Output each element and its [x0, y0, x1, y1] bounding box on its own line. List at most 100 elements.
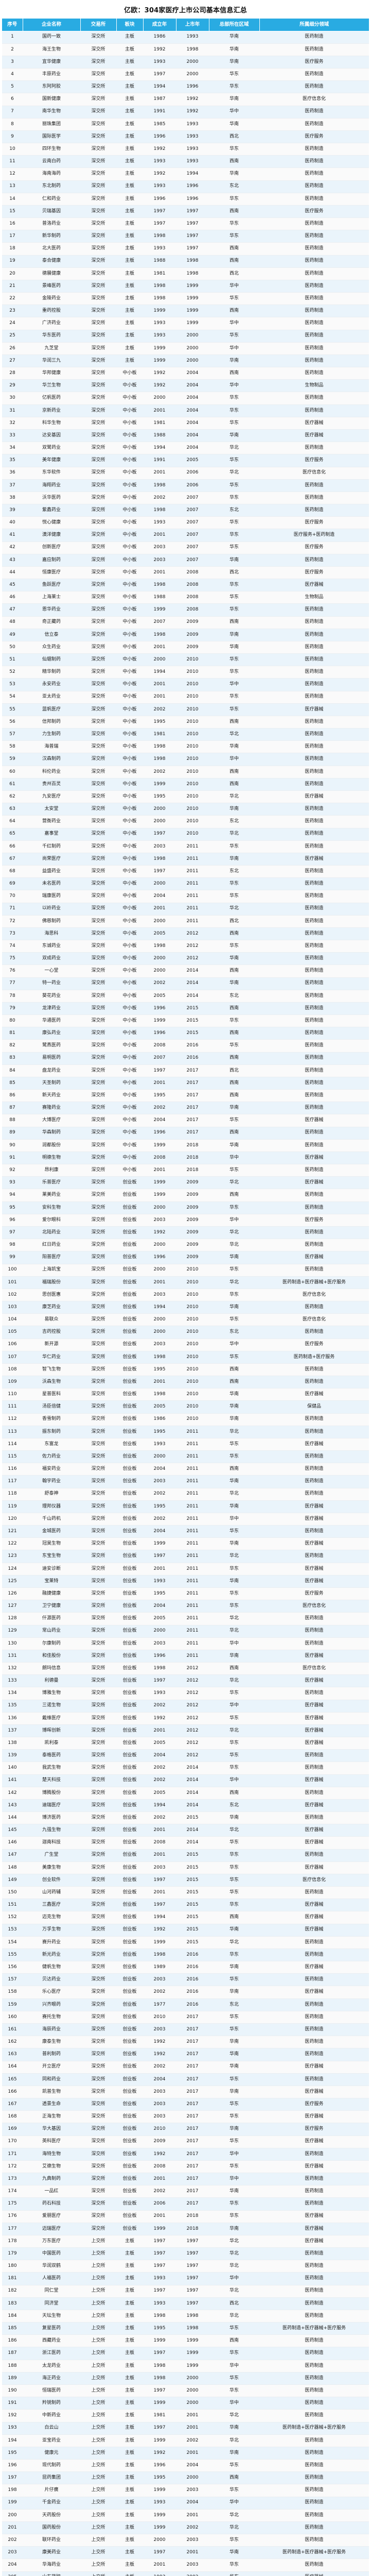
table-row: 24 广济药业 深交所 主板 1993 1999 华中 医药制造 — [2, 317, 369, 330]
col-header-sector: 所属细分领域 — [259, 19, 369, 31]
cell-listed: 2009 — [176, 1189, 209, 1202]
cell-sector: 医药制造 — [259, 1101, 369, 1115]
cell-index: 73 — [2, 927, 23, 941]
cell-sector: 医疗器械 — [259, 1563, 369, 1575]
cell-index: 105 — [2, 1326, 23, 1339]
cell-region: 西南 — [209, 1662, 259, 1675]
cell-index: 113 — [2, 1426, 23, 1438]
table-row: 2 海王生物 深交所 主板 1992 1998 华南 医药制造 — [2, 43, 369, 56]
cell-founded: 2010 — [143, 2123, 176, 2136]
cell-sector: 医药制造 — [259, 1164, 369, 1177]
cell-company: 艾德生物 — [23, 2160, 80, 2174]
cell-board: 主板 — [116, 80, 143, 94]
table-row: 182 同仁堂 上交所 主板 1997 1997 华北 医药制造 — [2, 2285, 369, 2298]
cell-sector: 医疗器械 — [259, 1513, 369, 1526]
cell-region: 华东 — [209, 2110, 259, 2124]
cell-exchange: 深交所 — [80, 1114, 116, 1127]
table-row: 85 天圣制药 深交所 中小板 2001 2017 西南 医药制造 — [2, 1077, 369, 1090]
cell-exchange: 深交所 — [80, 2173, 116, 2186]
table-row: 110 星普医科 深交所 创业板 1998 2010 华南 医疗器械 — [2, 1388, 369, 1401]
cell-listed: 2012 — [176, 1749, 209, 1762]
cell-listed: 1999 — [176, 292, 209, 306]
table-row: 7 南华生物 深交所 主板 1991 1992 华中 医药制造 — [2, 106, 369, 118]
cell-board: 创业板 — [116, 1687, 143, 1700]
cell-index: 38 — [2, 492, 23, 505]
cell-company: 信邦制药 — [23, 716, 80, 729]
cell-index: 169 — [2, 2123, 23, 2136]
cell-index: 166 — [2, 2086, 23, 2099]
cell-founded: 2002 — [143, 1513, 176, 1526]
cell-index: 22 — [2, 292, 23, 306]
cell-listed: 2001 — [176, 2546, 209, 2560]
cell-exchange: 深交所 — [80, 280, 116, 293]
cell-region: 华东 — [209, 1289, 259, 1302]
cell-sector: 医药制造 — [259, 2247, 369, 2261]
cell-region: 华中 — [209, 2272, 259, 2285]
cell-listed: 2011 — [176, 1525, 209, 1538]
cell-board: 中小板 — [116, 579, 143, 592]
cell-sector: 医药制造 — [259, 2310, 369, 2323]
cell-board: 创业板 — [116, 1400, 143, 1414]
cell-sector: 医疗器械 — [259, 853, 369, 866]
cell-sector: 医药制造 — [259, 1127, 369, 1140]
cell-sector: 医疗器械 — [259, 1737, 369, 1750]
table-row: 61 贵州百灵 深交所 中小板 1999 2010 西南 医药制造 — [2, 778, 369, 791]
cell-founded: 1997 — [143, 217, 176, 231]
cell-listed: 2009 — [176, 1176, 209, 1190]
cell-index: 61 — [2, 778, 23, 791]
cell-listed: 2012 — [176, 940, 209, 953]
cell-company: 东阿阿胶 — [23, 80, 80, 94]
cell-founded: 1996 — [143, 1002, 176, 1015]
cell-index: 150 — [2, 1886, 23, 1900]
cell-sector: 医疗器械 — [259, 1251, 369, 1264]
cell-listed: 2011 — [176, 1475, 209, 1488]
table-row: 119 理邦仪器 深交所 创业板 1995 2011 华南 医疗器械 — [2, 1500, 369, 1513]
cell-listed: 1997 — [176, 205, 209, 218]
cell-region: 华南 — [209, 1961, 259, 1974]
cell-founded: 2000 — [143, 803, 176, 816]
cell-index: 37 — [2, 479, 23, 492]
cell-sector: 医药制造 — [259, 280, 369, 293]
cell-board: 中小板 — [116, 1064, 143, 1077]
cell-board: 创业板 — [116, 1911, 143, 1924]
cell-founded: 1997 — [143, 1674, 176, 1688]
cell-region: 华北 — [209, 2285, 259, 2298]
cell-founded: 1995 — [143, 716, 176, 729]
cell-company: 亚太药业 — [23, 691, 80, 704]
table-row: 121 金城医药 深交所 创业板 2004 2011 华东 医药制造 — [2, 1525, 369, 1538]
table-row: 130 尔康制药 深交所 创业板 2003 2011 华中 医药制造 — [2, 1637, 369, 1650]
cell-sector: 医药制造 — [259, 1363, 369, 1377]
cell-listed: 2000 — [176, 2372, 209, 2385]
table-row: 100 上海凯宝 深交所 创业板 2000 2010 华东 医药制造 — [2, 1264, 369, 1277]
cell-founded: 2003 — [143, 2086, 176, 2099]
cell-company: 国药一致 — [23, 31, 80, 44]
cell-index: 3 — [2, 56, 23, 69]
cell-index: 70 — [2, 890, 23, 903]
cell-listed: 2010 — [176, 1276, 209, 1289]
table-row: 30 亿帆医药 深交所 中小板 2000 2004 华东 医药制造 — [2, 392, 369, 405]
cell-index: 94 — [2, 1189, 23, 1202]
cell-index: 140 — [2, 1761, 23, 1775]
cell-company: 仙琚制药 — [23, 653, 80, 667]
cell-exchange: 上交所 — [80, 2360, 116, 2372]
table-row: 127 卫宁健康 深交所 创业板 2004 2011 华东 医疗信息化 — [2, 1600, 369, 1613]
cell-region: 华东 — [209, 603, 259, 617]
cell-listed: 2012 — [176, 1712, 209, 1725]
cell-board: 主板 — [116, 2322, 143, 2335]
cell-region: 华中 — [209, 1151, 259, 1165]
cell-board: 中小板 — [116, 790, 143, 804]
cell-founded: 2001 — [143, 1824, 176, 1837]
cell-sector: 医药制造 — [259, 2397, 369, 2410]
cell-region: 华北 — [209, 1625, 259, 1638]
cell-sector: 医药制造+医疗器械+医疗服务 — [259, 2546, 369, 2560]
cell-board: 创业板 — [116, 2123, 143, 2136]
cell-index: 181 — [2, 2272, 23, 2285]
cell-board: 创业板 — [116, 1450, 143, 1464]
cell-exchange: 上交所 — [80, 2322, 116, 2335]
cell-listed: 2010 — [176, 828, 209, 841]
cell-sector: 医药制造 — [259, 68, 369, 81]
cell-exchange: 深交所 — [80, 1513, 116, 1526]
cell-founded: 2003 — [143, 554, 176, 567]
cell-founded: 2003 — [143, 1637, 176, 1650]
cell-sector: 医药制造 — [259, 2409, 369, 2422]
